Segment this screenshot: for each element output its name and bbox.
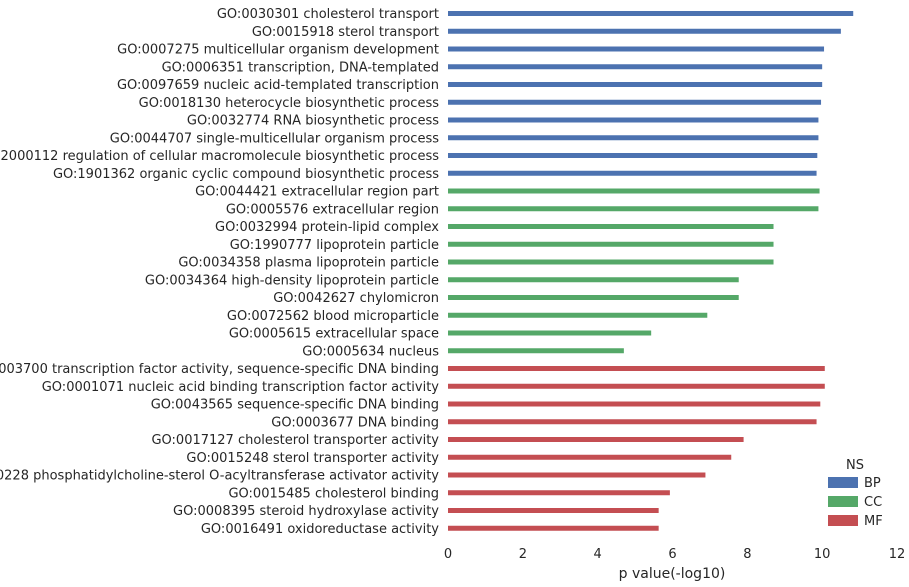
bar <box>448 472 706 478</box>
bar <box>448 419 817 425</box>
legend-swatch <box>828 515 858 526</box>
bar <box>448 312 708 318</box>
category-label: GO:0015485 cholesterol binding <box>228 486 439 501</box>
x-tick-label: 4 <box>594 547 602 562</box>
x-tick-label: 12 <box>889 547 906 562</box>
category-label: GO:0032994 protein-lipid complex <box>215 220 439 235</box>
category-label: GO:0005615 extracellular space <box>229 327 439 342</box>
bar <box>448 330 652 336</box>
bar <box>448 206 819 212</box>
category-label: GO:0007275 multicellular organism develo… <box>117 43 439 58</box>
bars-layer <box>448 11 854 531</box>
category-label: GO:1901362 organic cyclic compound biosy… <box>53 167 439 182</box>
bar <box>448 64 823 70</box>
x-tick-label: 0 <box>444 547 452 562</box>
category-label: GO:2000112 regulation of cellular macrom… <box>0 149 439 164</box>
bar <box>448 437 744 442</box>
bar <box>448 170 817 176</box>
category-label: GO:0044707 single-multicellular organism… <box>110 131 439 146</box>
legend-swatch <box>828 496 858 507</box>
category-label: GO:0016491 oxidoreductase activity <box>201 522 439 537</box>
category-label: GO:0003677 DNA binding <box>271 415 439 430</box>
legend-swatch <box>828 477 858 488</box>
legend-label: MF <box>864 514 883 529</box>
category-label: GO:0015248 sterol transporter activity <box>186 451 439 466</box>
category-label: GO:0017127 cholesterol transporter activ… <box>151 433 439 448</box>
bar <box>448 241 774 247</box>
category-label: GO:0018130 heterocycle biosynthetic proc… <box>139 96 440 111</box>
category-label: GO:0001071 nucleic acid binding transcri… <box>42 380 440 395</box>
bar <box>448 401 821 407</box>
bar <box>448 11 854 16</box>
category-label: GO:0044421 extracellular region part <box>195 185 439 200</box>
bar <box>448 117 819 123</box>
bar <box>448 383 825 389</box>
bar <box>448 525 659 531</box>
bar <box>448 277 739 283</box>
bar <box>448 259 774 265</box>
x-axis: 0 2 4 6 8 10 12 <box>444 547 905 562</box>
category-label: GO:0032774 RNA biosynthetic process <box>187 114 439 129</box>
legend-title: NS <box>846 458 864 473</box>
category-label: GO:0072562 blood microparticle <box>227 309 439 324</box>
bar <box>448 348 624 354</box>
category-label: GO:0008395 steroid hydroxylase activity <box>173 504 439 519</box>
category-label: GO:0006351 transcription, DNA-templated <box>162 60 439 75</box>
bar <box>448 28 841 34</box>
category-label: GO:0043565 sequence-specific DNA binding <box>151 398 439 413</box>
category-label: GO:0015918 sterol transport <box>252 25 439 40</box>
bar <box>448 490 670 496</box>
category-label: GO:0034358 plasma lipoprotein particle <box>178 256 439 271</box>
legend: NS BP CC MF <box>828 458 883 529</box>
bar <box>448 135 819 141</box>
category-label: GO:0005634 nucleus <box>302 344 439 359</box>
category-label: GO:0060228 phosphatidylcholine-sterol O-… <box>0 469 439 484</box>
bar <box>448 188 820 194</box>
category-label: GO:0097659 nucleic acid-templated transc… <box>117 78 439 93</box>
bar <box>448 224 774 229</box>
category-label: GO:0034364 high-density lipoprotein part… <box>145 273 439 288</box>
category-label: GO:0030301 cholesterol transport <box>217 7 439 22</box>
bar <box>448 366 825 371</box>
category-label: GO:0042627 chylomicron <box>273 291 439 306</box>
bar <box>448 295 739 300</box>
bar <box>448 99 822 105</box>
legend-label: CC <box>864 495 882 510</box>
legend-label: BP <box>864 476 881 491</box>
category-labels: GO:0030301 cholesterol transport GO:00159… <box>0 7 439 537</box>
bar <box>448 82 823 87</box>
x-tick-label: 6 <box>668 547 676 562</box>
category-label: GO:0005576 extracellular region <box>226 202 439 217</box>
x-tick-label: 2 <box>519 547 527 562</box>
x-tick-label: 8 <box>743 547 751 562</box>
bar <box>448 454 732 460</box>
bar <box>448 153 818 158</box>
category-label: GO:1990777 lipoprotein particle <box>230 238 439 253</box>
x-axis-title: p value(-log10) <box>619 566 726 582</box>
bar <box>448 508 659 513</box>
bar <box>448 46 825 52</box>
category-label: GO:0003700 transcription factor activity… <box>0 362 439 377</box>
x-tick-label: 10 <box>814 547 831 562</box>
